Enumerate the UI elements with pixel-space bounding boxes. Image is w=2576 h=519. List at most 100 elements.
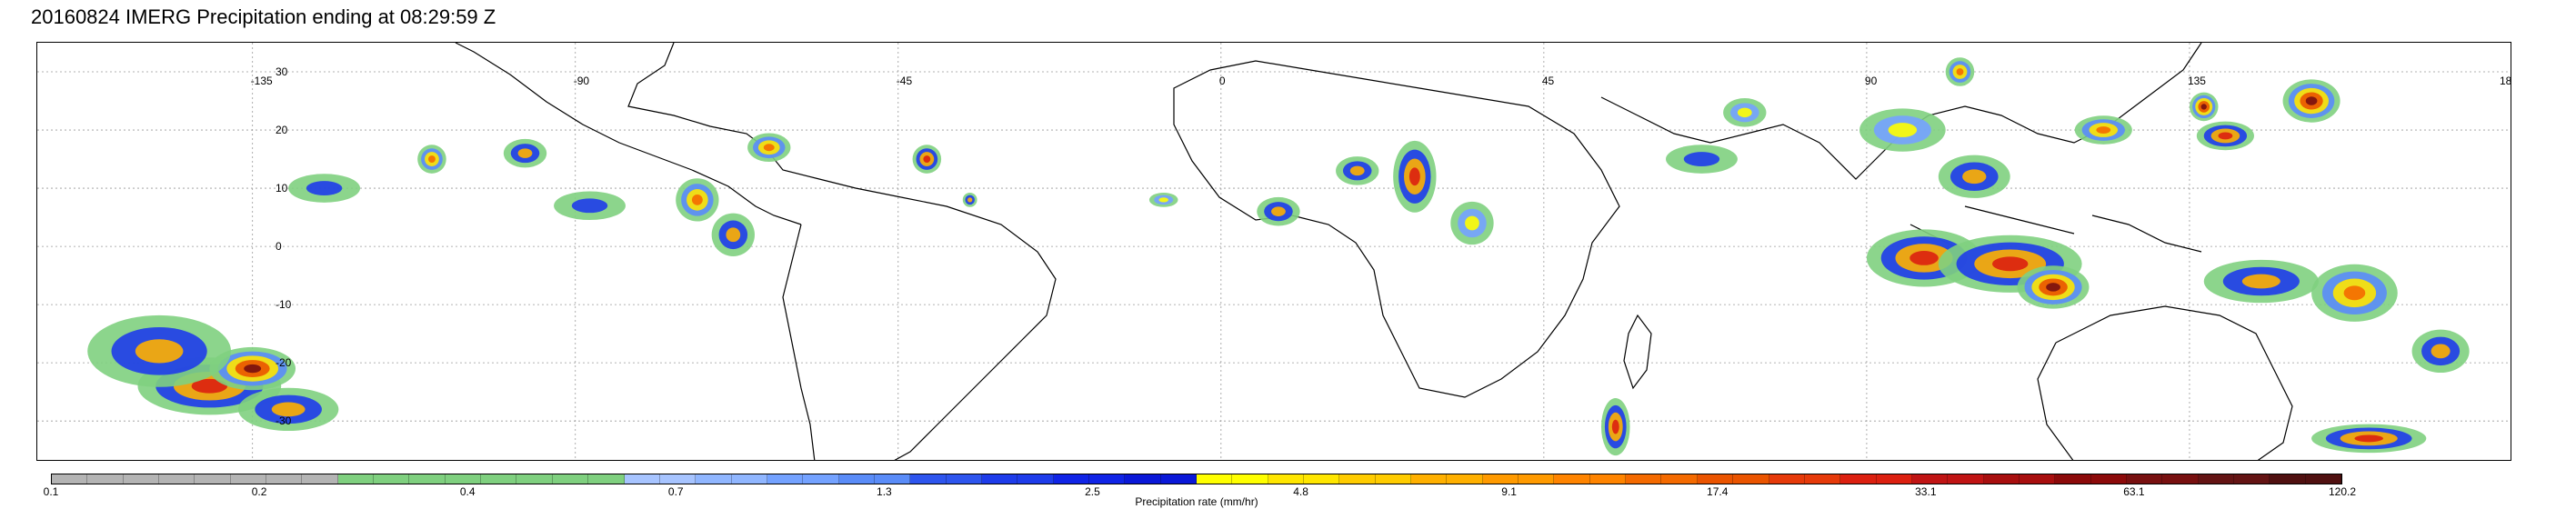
colorbar-swatch — [2162, 474, 2199, 484]
rain-cell — [1956, 68, 1964, 75]
rain-cell — [2218, 132, 2233, 140]
colorbar-swatch — [624, 474, 660, 484]
colorbar-swatch — [52, 474, 88, 484]
colorbar-swatch — [481, 474, 517, 484]
rain-cell — [271, 402, 306, 417]
lat-tick-label: 30 — [276, 65, 288, 78]
colorbar-tick-label: 1.3 — [877, 485, 892, 498]
colorbar-swatch — [2090, 474, 2127, 484]
colorbar-swatch — [445, 474, 482, 484]
colorbar-swatch — [87, 474, 124, 484]
colorbar-swatch — [1447, 474, 1483, 484]
colorbar-swatch — [946, 474, 982, 484]
colorbar-swatch — [1304, 474, 1340, 484]
colorbar-swatch — [2233, 474, 2270, 484]
colorbar-swatch — [230, 474, 267, 484]
colorbar-swatch — [1017, 474, 1054, 484]
colorbar-swatch — [1697, 474, 1734, 484]
coastline-north-america — [455, 43, 802, 225]
colorbar-swatch — [374, 474, 410, 484]
colorbar-title: Precipitation rate (mm/hr) — [1135, 495, 1258, 508]
map-title: 20160824 IMERG Precipitation ending at 0… — [31, 5, 496, 28]
colorbar-swatch — [1232, 474, 1268, 484]
colorbar-swatch — [195, 474, 231, 484]
colorbar-swatch — [838, 474, 875, 484]
colorbar-swatch — [1160, 474, 1197, 484]
rain-cell — [726, 227, 741, 243]
colorbar-tick-label: 0.2 — [251, 485, 267, 498]
rain-cell — [517, 148, 533, 158]
lat-tick-label: -10 — [276, 298, 292, 311]
colorbar-swatch — [516, 474, 553, 484]
colorbar-swatch — [731, 474, 767, 484]
rain-cell — [2354, 434, 2383, 443]
colorbar-swatch — [409, 474, 446, 484]
rain-cell — [2431, 344, 2451, 359]
coastline-south-america — [782, 196, 1057, 460]
rain-cell — [1962, 169, 1987, 185]
precipitation-map[interactable]: -135 -90 -45 0 45 90 135 180 30 20 10 0 -10 -20 -30 — [36, 42, 2511, 461]
axis-tick-labels: -135 -90 -45 0 45 90 135 180 30 20 10 0 -10 -20 -30 — [251, 65, 2511, 427]
rain-cell — [2241, 274, 2280, 289]
rain-cell — [1349, 165, 1365, 176]
colorbar-swatch — [1375, 474, 1412, 484]
colorbar-swatch — [1911, 474, 1949, 484]
rain-cell — [2200, 104, 2207, 110]
colorbar — [51, 474, 2342, 484]
coastline-africa — [1173, 60, 1620, 398]
colorbar-swatch — [123, 474, 160, 484]
lat-tick-label: -30 — [276, 414, 292, 427]
colorbar-swatch — [588, 474, 625, 484]
rain-cell — [306, 181, 343, 195]
colorbar-swatch — [1661, 474, 1698, 484]
graticule-grid — [37, 43, 2511, 460]
colorbar-swatch — [874, 474, 911, 484]
rain-cell — [1465, 215, 1479, 231]
rain-cell — [2046, 283, 2060, 292]
lat-tick-label: 0 — [276, 240, 282, 253]
colorbar-swatch — [2270, 474, 2306, 484]
colorbar-swatch — [2126, 474, 2163, 484]
colorbar-swatch — [159, 474, 195, 484]
colorbar-swatch — [1482, 474, 1519, 484]
rain-cell — [763, 144, 775, 152]
colorbar-swatch — [1733, 474, 1769, 484]
rain-cell — [191, 378, 228, 394]
map-canvas: -135 -90 -45 0 45 90 135 180 30 20 10 0 -10 -20 -30 — [37, 43, 2511, 460]
colorbar-swatch — [910, 474, 947, 484]
colorbar-tick-label: 2.5 — [1085, 485, 1100, 498]
rain-cell — [1737, 107, 1752, 118]
colorbar-tick-label: 120.2 — [2328, 485, 2357, 498]
coastline-gulf — [627, 43, 902, 198]
lat-tick-label: -20 — [276, 356, 292, 369]
colorbar-tick-label: 0.7 — [667, 485, 684, 498]
colorbar-swatch — [1804, 474, 1841, 484]
rain-cell — [967, 197, 973, 203]
colorbar-swatch — [1840, 474, 1877, 484]
lon-tick-label: -90 — [574, 75, 590, 87]
colorbar-swatch — [1554, 474, 1590, 484]
lon-tick-label: 0 — [1219, 75, 1226, 87]
colorbar-tick-label: 33.1 — [1915, 485, 1937, 498]
rain-cell — [135, 339, 184, 364]
colorbar-swatch — [981, 474, 1018, 484]
lon-tick-label: -135 — [251, 75, 273, 87]
rain-cell — [2096, 126, 2111, 134]
rain-cell — [1611, 419, 1619, 434]
colorbar-swatch — [1088, 474, 1126, 484]
colorbar-swatch — [2198, 474, 2234, 484]
rain-cell — [1909, 251, 1939, 265]
colorbar-swatch — [1411, 474, 1448, 484]
lon-tick-label: -45 — [897, 75, 913, 87]
colorbar-swatch — [1125, 474, 1161, 484]
precipitation-field — [87, 57, 2470, 456]
colorbar-swatch — [2305, 474, 2341, 484]
colorbar-tick-label: 9.1 — [1501, 485, 1517, 498]
colorbar-swatch — [337, 474, 375, 484]
colorbar-swatch — [1769, 474, 1805, 484]
rain-cell — [1158, 197, 1168, 203]
colorbar-swatch — [1626, 474, 1662, 484]
rain-cell — [1408, 167, 1420, 186]
rain-cell — [427, 155, 436, 164]
colorbar-tick-label: 63.1 — [2123, 485, 2145, 498]
